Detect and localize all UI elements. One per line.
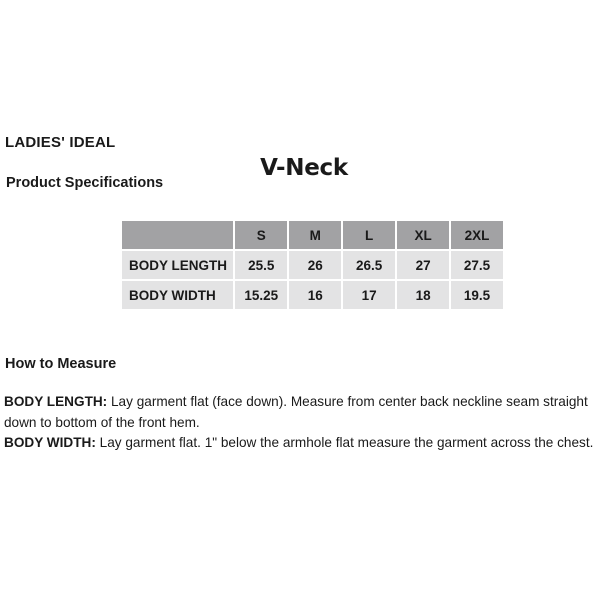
size-col-header-blank (122, 221, 234, 249)
size-spec-table: S M L XL 2XL BODY LENGTH 25.5 26 26.5 27… (120, 219, 505, 311)
instruction-term: BODY LENGTH: (4, 394, 108, 409)
header-row: S M L XL 2XL (122, 221, 503, 249)
cell-value: 27 (397, 251, 450, 279)
instruction-term: BODY WIDTH: (4, 435, 96, 450)
size-spec-table-header: S M L XL 2XL (122, 221, 503, 249)
measure-instructions: BODY LENGTH: Lay garment flat (face down… (4, 392, 600, 454)
instruction-body-width: BODY WIDTH: Lay garment flat. 1" below t… (4, 433, 600, 454)
instruction-text: Lay garment flat. 1" below the armhole f… (99, 435, 594, 450)
section-title: Product Specifications (6, 175, 164, 191)
cell-value: 26 (289, 251, 342, 279)
table-row-body-width: BODY WIDTH 15.25 16 17 18 19.5 (122, 281, 503, 309)
cell-value: 27.5 (451, 251, 503, 279)
size-col-header-s: S (235, 221, 288, 249)
cell-value: 16 (289, 281, 342, 309)
table-row-body-length: BODY LENGTH 25.5 26 26.5 27 27.5 (122, 251, 503, 279)
cell-value: 15.25 (235, 281, 288, 309)
cell-value: 19.5 (451, 281, 503, 309)
cell-value: 26.5 (343, 251, 396, 279)
instruction-body-length: BODY LENGTH: Lay garment flat (face down… (4, 392, 600, 433)
size-spec-table-body: BODY LENGTH 25.5 26 26.5 27 27.5 BODY WI… (122, 251, 503, 309)
how-to-measure-heading: How to Measure (5, 356, 117, 372)
cell-value: 17 (343, 281, 396, 309)
product-name: V-Neck (260, 155, 348, 181)
brand-title: LADIES' IDEAL (5, 134, 116, 151)
row-label: BODY WIDTH (122, 281, 234, 309)
row-label: BODY LENGTH (122, 251, 234, 279)
size-col-header-2xl: 2XL (451, 221, 503, 249)
cell-value: 25.5 (235, 251, 288, 279)
size-col-header-m: M (289, 221, 342, 249)
instruction-text: Lay garment flat (face down). Measure fr… (4, 394, 588, 430)
cell-value: 18 (397, 281, 450, 309)
size-col-header-l: L (343, 221, 396, 249)
size-col-header-xl: XL (397, 221, 450, 249)
